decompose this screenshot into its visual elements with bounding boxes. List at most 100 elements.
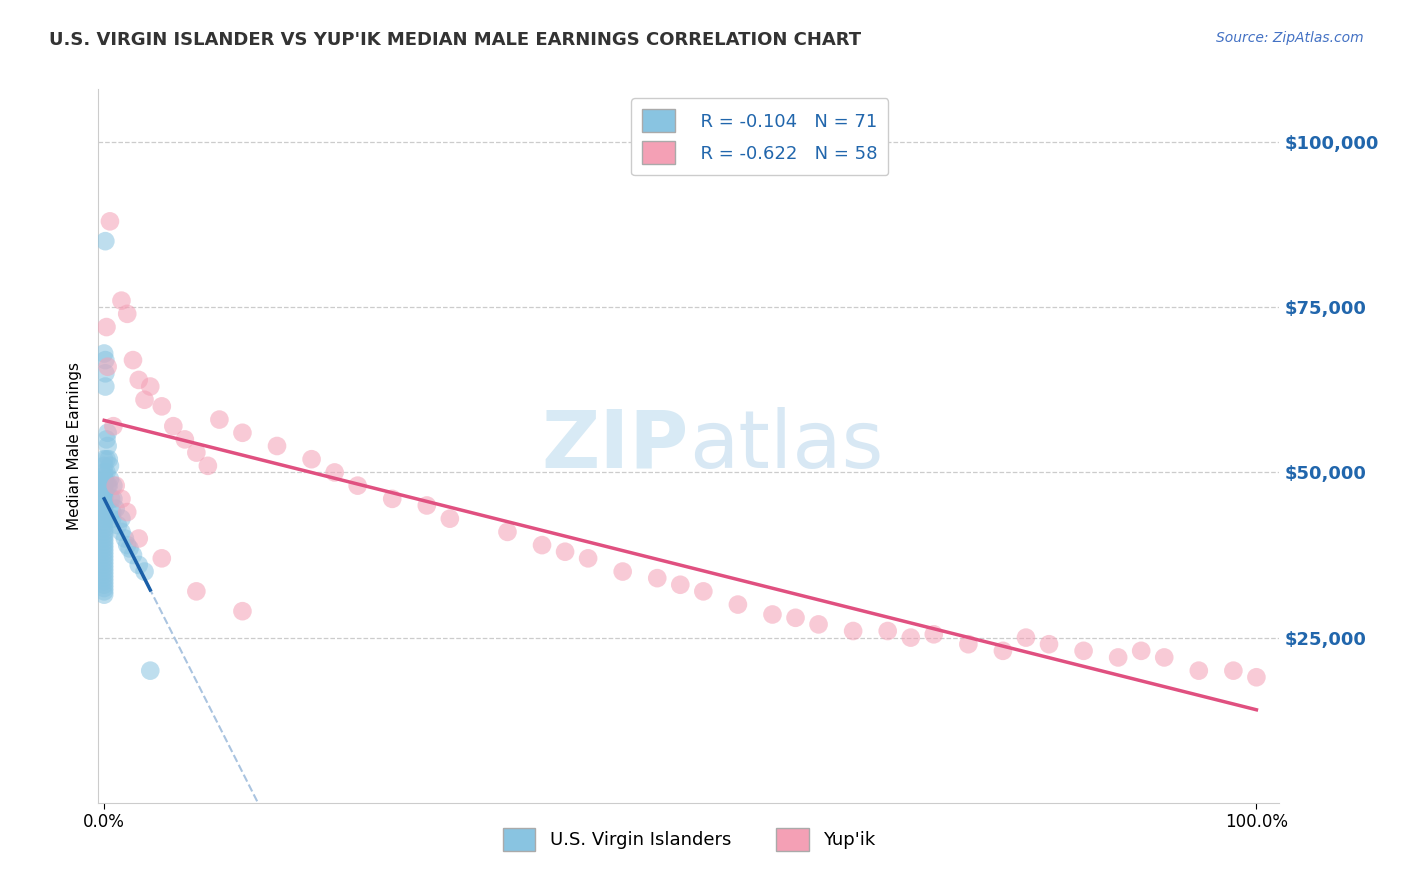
Text: atlas: atlas [689,407,883,485]
Point [93,468,115,483]
Point [1038,637,1060,651]
Point [93,571,115,585]
Point [531,538,554,552]
Point [1246,670,1268,684]
Point [93,581,115,595]
Point [96,433,118,447]
Point [612,565,634,579]
Point [100,491,122,506]
Point [118,541,141,556]
Point [110,293,132,308]
Point [197,458,219,473]
Point [93,524,115,539]
Point [110,511,132,525]
Point [150,551,173,566]
Point [346,478,368,492]
Point [1153,650,1175,665]
Point [381,491,404,506]
Point [101,511,124,525]
Point [173,433,195,447]
Point [93,458,115,473]
Point [128,373,150,387]
Point [807,617,830,632]
Point [93,565,115,579]
Point [957,637,980,651]
Point [1107,650,1129,665]
Point [104,501,127,516]
Point [208,412,231,426]
Point [692,584,714,599]
Point [93,482,115,496]
Point [101,505,124,519]
Point [128,558,150,572]
Text: Source: ZipAtlas.com: Source: ZipAtlas.com [1216,31,1364,45]
Point [93,501,115,516]
Point [97,439,120,453]
Point [93,452,115,467]
Point [93,505,115,519]
Point [93,522,115,536]
Point [114,532,136,546]
Point [266,439,288,453]
Point [93,538,115,552]
Point [98,472,121,486]
Point [96,320,118,334]
Point [439,511,461,525]
Point [93,511,115,525]
Point [93,518,115,533]
Point [115,538,138,552]
Point [93,485,115,500]
Point [162,419,184,434]
Point [93,489,115,503]
Point [96,466,118,480]
Point [93,495,115,509]
Point [96,452,118,467]
Point [110,524,132,539]
Point [110,491,132,506]
Point [1015,631,1038,645]
Point [93,491,115,506]
Text: U.S. VIRGIN ISLANDER VS YUP'IK MEDIAN MALE EARNINGS CORRELATION CHART: U.S. VIRGIN ISLANDER VS YUP'IK MEDIAN MA… [49,31,862,49]
Point [139,664,162,678]
Point [94,234,117,248]
Point [93,478,115,492]
Point [122,353,145,368]
Point [93,574,115,589]
Point [103,478,125,492]
Point [93,551,115,566]
Point [554,545,576,559]
Point [496,524,519,539]
Point [900,631,922,645]
Point [761,607,783,622]
Point [93,541,115,556]
Point [576,551,599,566]
Point [416,499,439,513]
Point [97,359,120,374]
Point [104,478,127,492]
Point [93,508,115,523]
Point [134,392,156,407]
Point [1073,644,1095,658]
Point [93,555,115,569]
Point [93,561,115,575]
Point [93,532,115,546]
Point [186,584,208,599]
Point [97,478,120,492]
Point [93,558,115,572]
Point [842,624,865,638]
Point [93,466,115,480]
Point [93,346,115,360]
Point [1222,664,1244,678]
Point [93,534,115,549]
Point [93,475,115,490]
Point [669,578,692,592]
Point [93,472,115,486]
Point [231,425,253,440]
Point [97,452,120,467]
Point [1130,644,1153,658]
Point [94,379,117,393]
Point [93,515,115,529]
Point [231,604,253,618]
Point [727,598,749,612]
Point [115,505,138,519]
